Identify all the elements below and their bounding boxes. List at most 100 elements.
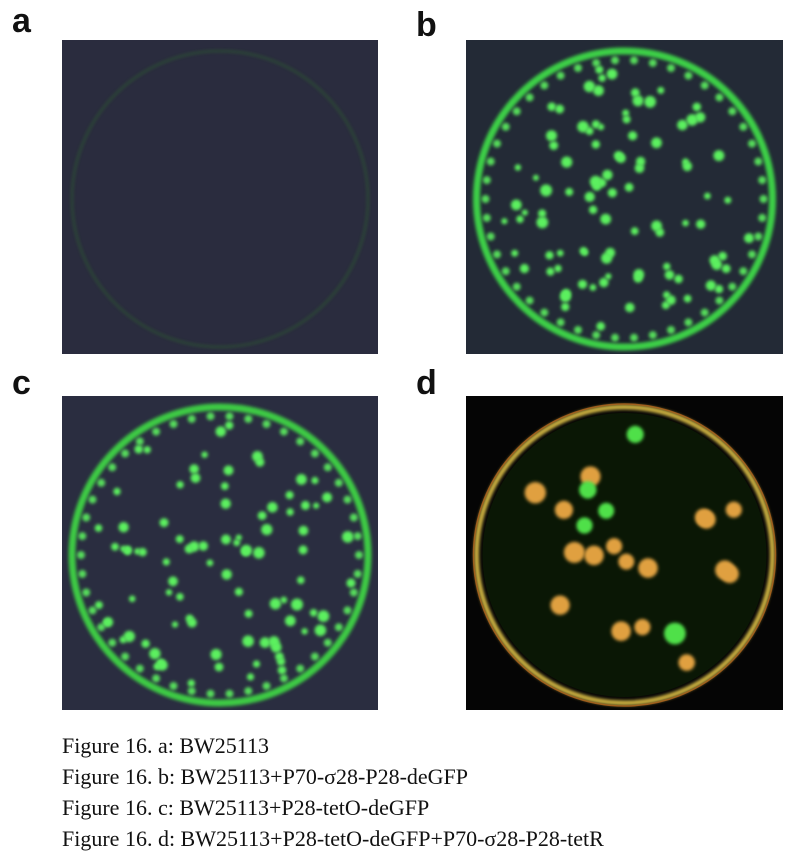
colony [674,274,683,284]
edge-colony [525,296,534,305]
edge-colony [525,93,534,102]
colony [113,487,121,496]
edge-colony [279,674,288,683]
petri-dish-photo-c [62,396,378,710]
edge-colony [323,638,332,647]
colony [622,115,631,124]
colony [280,596,288,604]
colony [546,130,557,142]
colony [188,541,200,552]
edge-colony [206,689,215,698]
colony [521,209,528,216]
colony [663,262,671,271]
colony [718,251,727,261]
edge-colony [334,478,343,487]
colony [301,628,308,635]
dish-svg-a [62,40,378,354]
colony [721,264,731,273]
petri-dish-photo-d [466,396,783,710]
colony [579,481,597,499]
colony [598,74,606,82]
edge-colony [353,569,362,578]
colony [589,175,602,188]
edge-colony [512,107,521,116]
edge-colony [592,331,601,340]
colony [221,534,231,545]
panel-label-a: a [12,2,31,40]
colony [286,508,294,516]
edge-colony [349,588,358,597]
colony [622,109,630,117]
colony [214,662,224,672]
colony [175,535,184,544]
dish-rim [68,403,372,707]
colony [501,218,508,225]
colony [532,174,539,181]
edge-colony [540,308,549,317]
dish-rim [71,50,369,348]
colony [713,150,725,162]
colony [634,619,651,636]
colony [705,280,717,291]
colony [298,525,309,536]
colony [143,446,151,454]
colony [220,498,231,509]
edge-colony [739,122,748,131]
colony [220,482,229,490]
colony [225,421,234,430]
colony [171,621,179,628]
colony [516,215,524,223]
colony [233,539,241,547]
edge-colony [748,250,756,259]
edge-colony [493,139,501,148]
colony [577,279,588,289]
colony [554,264,562,273]
figure-caption: Figure 16. a: BW25113 Figure 16. b: BW25… [62,730,782,854]
edge-colony [206,412,215,421]
colony [613,151,624,161]
colony [259,637,271,648]
caption-line-b: Figure 16. b: BW25113+P70-σ28-P28-deGFP [62,764,469,789]
edge-colony [728,282,737,291]
colony [291,598,303,611]
colony [296,474,307,485]
panel-label-b: b [416,6,437,44]
petri-dish-photo-b [466,40,783,354]
colony [103,619,110,626]
colony [711,259,723,271]
colony [606,538,623,555]
colony [630,227,639,236]
panel-label-c: c [12,364,31,402]
colony [253,547,265,559]
colony [634,163,645,173]
colony [633,269,645,280]
edge-colony [244,687,253,696]
edge-colony [310,652,319,661]
dish-outer-rim [472,403,777,707]
edge-colony [296,664,305,673]
colony [314,624,327,637]
colony [257,511,267,520]
edge-colony [630,56,638,65]
edge-colony [187,414,196,423]
edge-colony [648,331,657,340]
colony [246,673,255,681]
colony [555,104,565,114]
colony [313,502,320,509]
colony [187,617,197,628]
edge-colony [187,687,196,696]
edge-colony [611,56,619,65]
colony [223,465,234,476]
edge-colony [512,282,521,291]
colony [596,321,606,331]
colony [221,569,232,580]
colony [593,85,604,96]
edge-colony [279,427,288,436]
edge-colony [88,606,97,615]
edge-colony [667,64,675,72]
colony [134,548,141,555]
colony [624,182,634,192]
colony [632,95,644,107]
colony [244,609,253,618]
edge-colony [715,93,724,102]
